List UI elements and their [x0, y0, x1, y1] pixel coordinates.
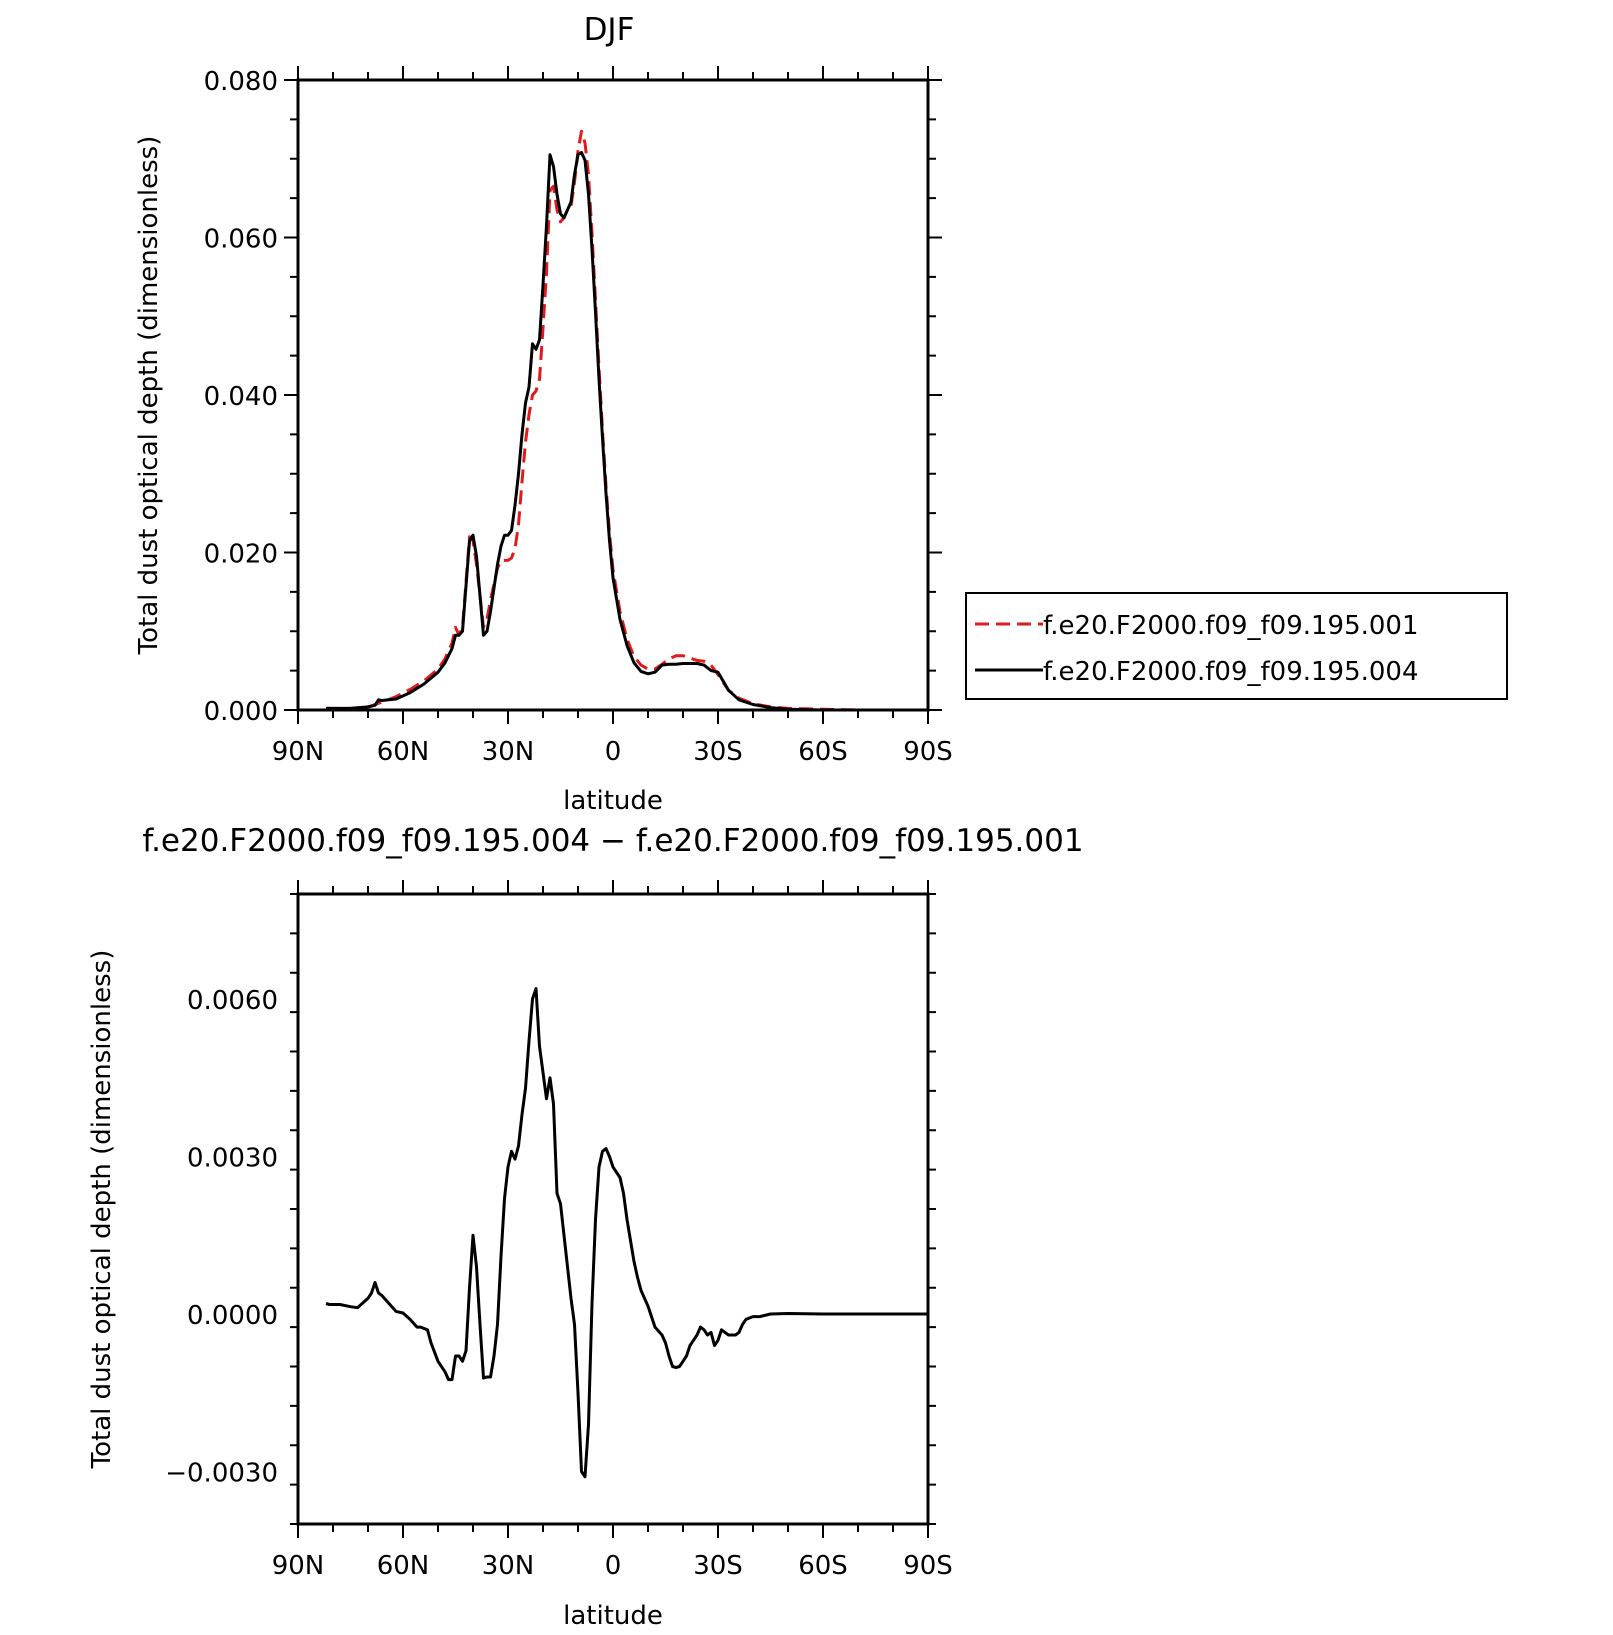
top-x-tick-label: 60N	[377, 737, 430, 767]
bottom-series-line-1	[325, 987, 928, 1479]
bottom-panel: f.e20.F2000.f09_f09.195.004 − f.e20.F200…	[87, 823, 1084, 1631]
top-x-tick-label: 30N	[482, 737, 535, 767]
legend-box	[965, 592, 1508, 700]
top-panel: DJF Total dust optical depth (dimensionl…	[134, 12, 1508, 816]
top-chart-title: DJF	[584, 12, 635, 48]
bottom-x-tick-label: 0	[605, 1551, 622, 1581]
bottom-y-tick-label: 0.0060	[187, 986, 278, 1016]
top-y-tick-label: 0.040	[204, 382, 278, 412]
bottom-y-tick-label: 0.0030	[187, 1144, 278, 1174]
bottom-plot-area	[296, 892, 930, 1526]
top-y-tick-label: 0.020	[204, 540, 278, 570]
top-y-axis-label: Total dust optical depth (dimensionless)	[134, 136, 164, 656]
bottom-plot-frame	[296, 892, 930, 1526]
top-y-tick-label: 0.080	[204, 67, 278, 97]
top-y-tick-label: 0.000	[204, 697, 278, 727]
bottom-x-tick-label: 30N	[482, 1551, 535, 1581]
bottom-x-axis-label: latitude	[563, 1601, 663, 1631]
bottom-y-tick-label: −0.0030	[165, 1459, 278, 1489]
bottom-x-tick-label: 30S	[693, 1551, 743, 1581]
top-series-line-1	[326, 129, 928, 712]
top-x-axis-label: latitude	[563, 786, 663, 816]
top-plot-area	[296, 78, 930, 712]
legend: f.e20.F2000.f09_f09.195.001 f.e20.F2000.…	[965, 592, 1508, 700]
bottom-x-tick-label: 60S	[798, 1551, 848, 1581]
bottom-x-tick-label: 60N	[377, 1551, 430, 1581]
bottom-x-tick-label: 90S	[903, 1551, 953, 1581]
legend-label-run-001: f.e20.F2000.f09_f09.195.001	[1043, 611, 1419, 641]
top-x-tick-label: 30S	[693, 737, 743, 767]
top-y-tick-label: 0.060	[204, 225, 278, 255]
top-x-tick-label: 90N	[272, 737, 325, 767]
legend-label-run-004: f.e20.F2000.f09_f09.195.004	[1043, 657, 1419, 687]
bottom-y-tick-label: 0.0000	[187, 1301, 278, 1331]
top-x-tick-label: 90S	[903, 737, 953, 767]
bottom-y-axis-label: Total dust optical depth (dimensionless)	[87, 950, 117, 1470]
bottom-x-tick-label: 90N	[272, 1551, 325, 1581]
top-plot-frame	[296, 78, 930, 712]
bottom-chart-title: f.e20.F2000.f09_f09.195.004 − f.e20.F200…	[142, 823, 1083, 859]
top-series-line-2	[326, 151, 928, 712]
top-x-tick-label: 0	[605, 737, 622, 767]
top-x-tick-label: 60S	[798, 737, 848, 767]
